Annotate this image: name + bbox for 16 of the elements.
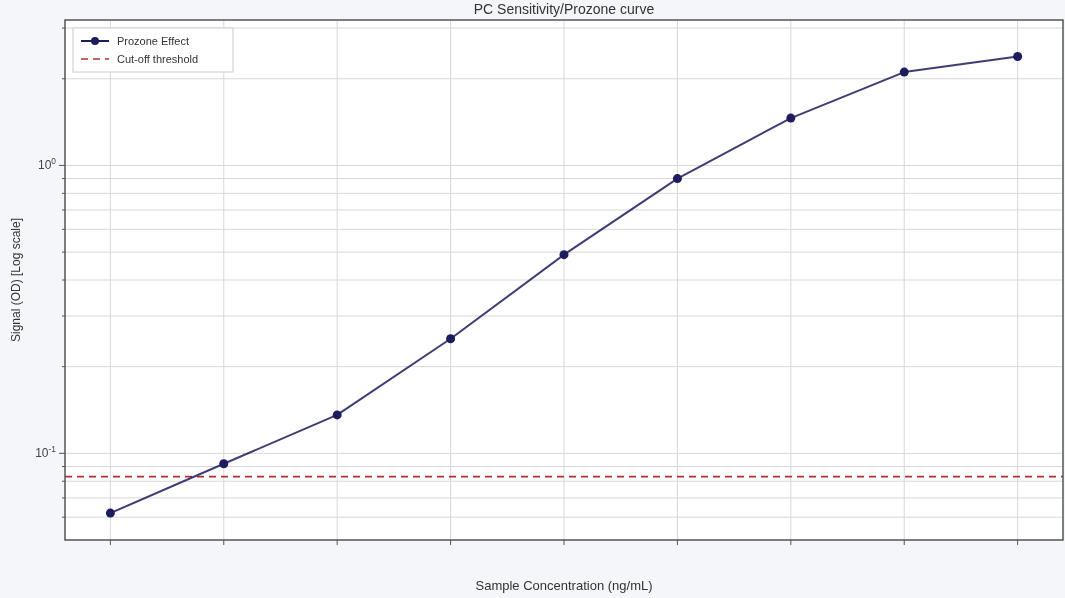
point: [332, 410, 342, 420]
point: [1013, 51, 1023, 61]
chart-title: PC Sensitivity/Prozone curve: [473, 1, 655, 17]
y-axis-title: Signal (OD) [Log scale]: [9, 217, 23, 343]
point: [672, 174, 682, 184]
legend-label: Prozone Effect: [117, 35, 189, 47]
x-axis-title: Sample Concentration (ng/mL): [475, 578, 653, 593]
y-tick-label: 10$^{0}$: [37, 156, 57, 173]
y-tick-label: 10$^{-1}$: [35, 444, 57, 461]
point: [786, 113, 796, 123]
point: [899, 67, 909, 77]
point: [105, 508, 115, 518]
point: [446, 334, 456, 344]
point: [219, 459, 229, 469]
legend-label: Cut-off threshold: [117, 53, 199, 65]
point: [559, 250, 569, 260]
